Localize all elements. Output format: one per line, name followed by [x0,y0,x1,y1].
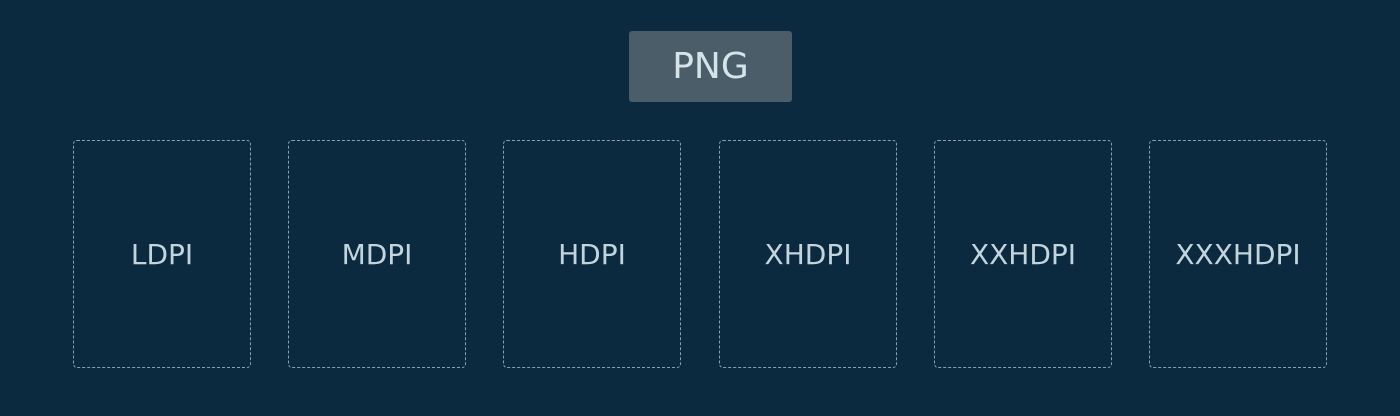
density-slot-xxhdpi[interactable]: XXHDPI [934,140,1112,368]
format-badge-png[interactable]: PNG [629,31,792,102]
density-label: XXXHDPI [1175,237,1301,271]
density-slot-hdpi[interactable]: HDPI [503,140,681,368]
density-slot-xxxhdpi[interactable]: XXXHDPI [1149,140,1327,368]
density-slot-mdpi[interactable]: MDPI [288,140,466,368]
density-slot-xhdpi[interactable]: XHDPI [719,140,897,368]
density-slot-ldpi[interactable]: LDPI [73,140,251,368]
format-label: PNG [672,46,749,87]
density-label: MDPI [341,237,413,271]
density-label: XXHDPI [969,237,1077,271]
density-label: LDPI [130,237,194,271]
density-label: XHDPI [764,237,852,271]
density-label: HDPI [558,237,626,271]
